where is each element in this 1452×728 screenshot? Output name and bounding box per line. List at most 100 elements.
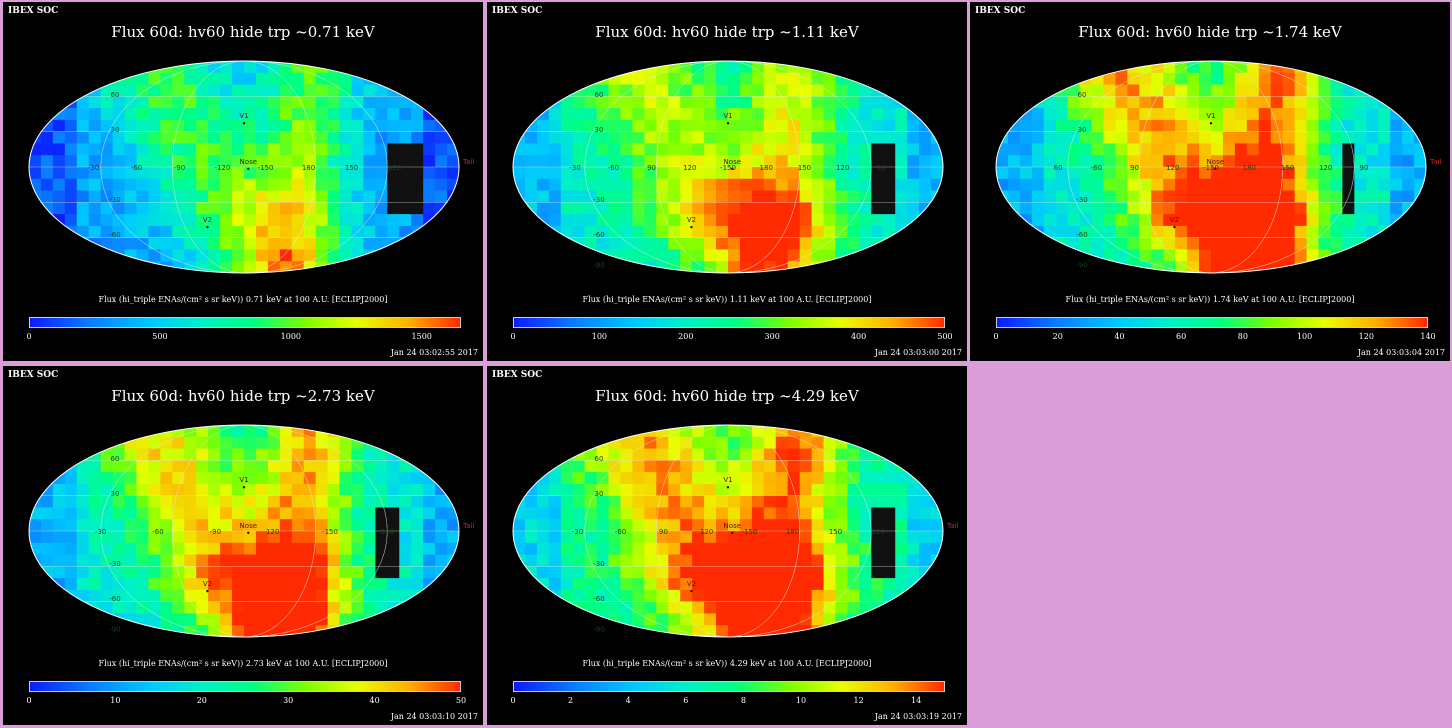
flux-map-panel-2.73kev: IBEX SOC Flux 60d: hv60 hide trp ~2.73 k… bbox=[3, 366, 483, 725]
flux-pixel bbox=[1282, 237, 1296, 250]
flux-pixel bbox=[1390, 72, 1403, 85]
flux-pixel bbox=[1342, 167, 1355, 180]
flux-pixel bbox=[859, 625, 872, 637]
flux-pixel bbox=[763, 613, 777, 626]
flux-pixel bbox=[536, 119, 550, 133]
flux-pixel bbox=[387, 519, 400, 532]
flux-pixel bbox=[1127, 167, 1140, 180]
flux-pixel bbox=[704, 237, 717, 250]
flux-pixel bbox=[375, 143, 388, 156]
flux-pixel bbox=[811, 542, 824, 555]
flux-pixel bbox=[52, 495, 66, 508]
flux-pixel bbox=[40, 507, 54, 520]
flux-pixel bbox=[632, 589, 645, 603]
flux-pixel bbox=[255, 237, 269, 250]
flux-pixel bbox=[244, 61, 257, 74]
flux-pixel bbox=[632, 460, 645, 473]
flux-pixel bbox=[184, 225, 197, 239]
flux-pixel bbox=[184, 214, 197, 227]
flux-pixel bbox=[351, 519, 364, 532]
flux-pixel bbox=[584, 214, 598, 227]
flux-pixel bbox=[739, 613, 753, 626]
flux-pixel bbox=[907, 61, 920, 74]
flux-pixel bbox=[1175, 178, 1188, 191]
flux-pixel bbox=[1306, 108, 1319, 121]
flux-pixel bbox=[859, 178, 872, 191]
flux-pixel bbox=[291, 507, 305, 520]
flux-pixel bbox=[1414, 155, 1426, 168]
flux-pixel bbox=[1079, 61, 1092, 74]
flux-pixel bbox=[751, 202, 765, 215]
flux-pixel bbox=[40, 613, 54, 626]
flux-pixel bbox=[88, 61, 102, 74]
flux-pixel bbox=[244, 155, 257, 168]
flux-pixel bbox=[220, 155, 233, 168]
flux-pixel bbox=[548, 448, 562, 461]
flux-pixel bbox=[327, 531, 340, 544]
flux-pixel bbox=[1103, 84, 1116, 97]
flux-pixel bbox=[411, 578, 424, 591]
flux-pixel bbox=[895, 425, 908, 438]
flux-pixel bbox=[1342, 119, 1355, 133]
flux-pixel bbox=[327, 249, 340, 262]
flux-pixel bbox=[1067, 167, 1081, 180]
sky-map: -30 -60 90 120 -150 180 150 1206030-30-60-90V1V… bbox=[512, 424, 958, 638]
flux-pixel bbox=[124, 436, 137, 449]
flux-pixel bbox=[351, 425, 364, 438]
flux-pixel bbox=[584, 613, 598, 626]
flux-pixel bbox=[232, 507, 245, 520]
flux-pixel bbox=[136, 202, 149, 215]
flux-pixel bbox=[907, 96, 920, 109]
flux-pixel bbox=[1007, 237, 1021, 250]
flux-pixel bbox=[536, 613, 550, 626]
flux-pixel bbox=[823, 178, 836, 191]
flux-pixel bbox=[1151, 108, 1164, 121]
flux-pixel bbox=[136, 143, 149, 156]
flux-pixel bbox=[1151, 178, 1164, 191]
flux-pixel bbox=[787, 448, 801, 461]
flux-pixel bbox=[1199, 237, 1212, 250]
flux-pixel bbox=[363, 483, 376, 497]
marker-dot bbox=[247, 531, 250, 535]
flux-pixel bbox=[728, 542, 741, 555]
flux-pixel bbox=[112, 519, 125, 532]
flux-pixel bbox=[1175, 155, 1188, 168]
colorbar-tick-label: 140 bbox=[1420, 332, 1436, 341]
flux-pixel bbox=[375, 225, 388, 239]
flux-pixel bbox=[859, 578, 872, 591]
flux-pixel bbox=[859, 472, 872, 485]
flux-pixel bbox=[160, 625, 173, 637]
flux-pixel bbox=[267, 531, 281, 544]
marker-dot bbox=[690, 225, 693, 229]
flux-pixel bbox=[1055, 155, 1069, 168]
flux-pixel bbox=[895, 601, 908, 614]
flux-pixel bbox=[411, 72, 424, 85]
flux-pixel bbox=[704, 448, 717, 461]
flux-pixel bbox=[596, 96, 609, 109]
flux-pixel bbox=[327, 507, 340, 520]
flux-pixel bbox=[620, 436, 633, 449]
flux-pixel bbox=[608, 578, 621, 591]
flux-pixel bbox=[847, 225, 860, 239]
flux-pixel bbox=[584, 425, 598, 438]
flux-pixel bbox=[739, 214, 753, 227]
flux-pixel bbox=[668, 519, 681, 532]
flux-pixel bbox=[267, 96, 281, 109]
flux-pixel bbox=[799, 261, 813, 273]
flux-pixel bbox=[1282, 84, 1296, 97]
flux-pixel bbox=[692, 167, 705, 180]
flux-pixel bbox=[1270, 167, 1284, 180]
flux-pixel bbox=[572, 261, 586, 273]
flux-pixel bbox=[375, 84, 388, 97]
sky-map: -30 -60 -90 -120 -150 180 150 1206030-30-60V1V2… bbox=[28, 60, 474, 274]
flux-pixel bbox=[1055, 108, 1069, 121]
flux-pixel bbox=[1019, 178, 1033, 191]
flux-pixel bbox=[148, 483, 161, 497]
flux-pixel bbox=[596, 495, 609, 508]
flux-pixel bbox=[883, 625, 896, 637]
flux-pixel bbox=[315, 249, 329, 262]
flux-pixel bbox=[847, 460, 860, 473]
flux-pixel bbox=[883, 483, 896, 497]
longitude-label: -150 bbox=[258, 164, 274, 172]
flux-pixel bbox=[1043, 261, 1057, 273]
